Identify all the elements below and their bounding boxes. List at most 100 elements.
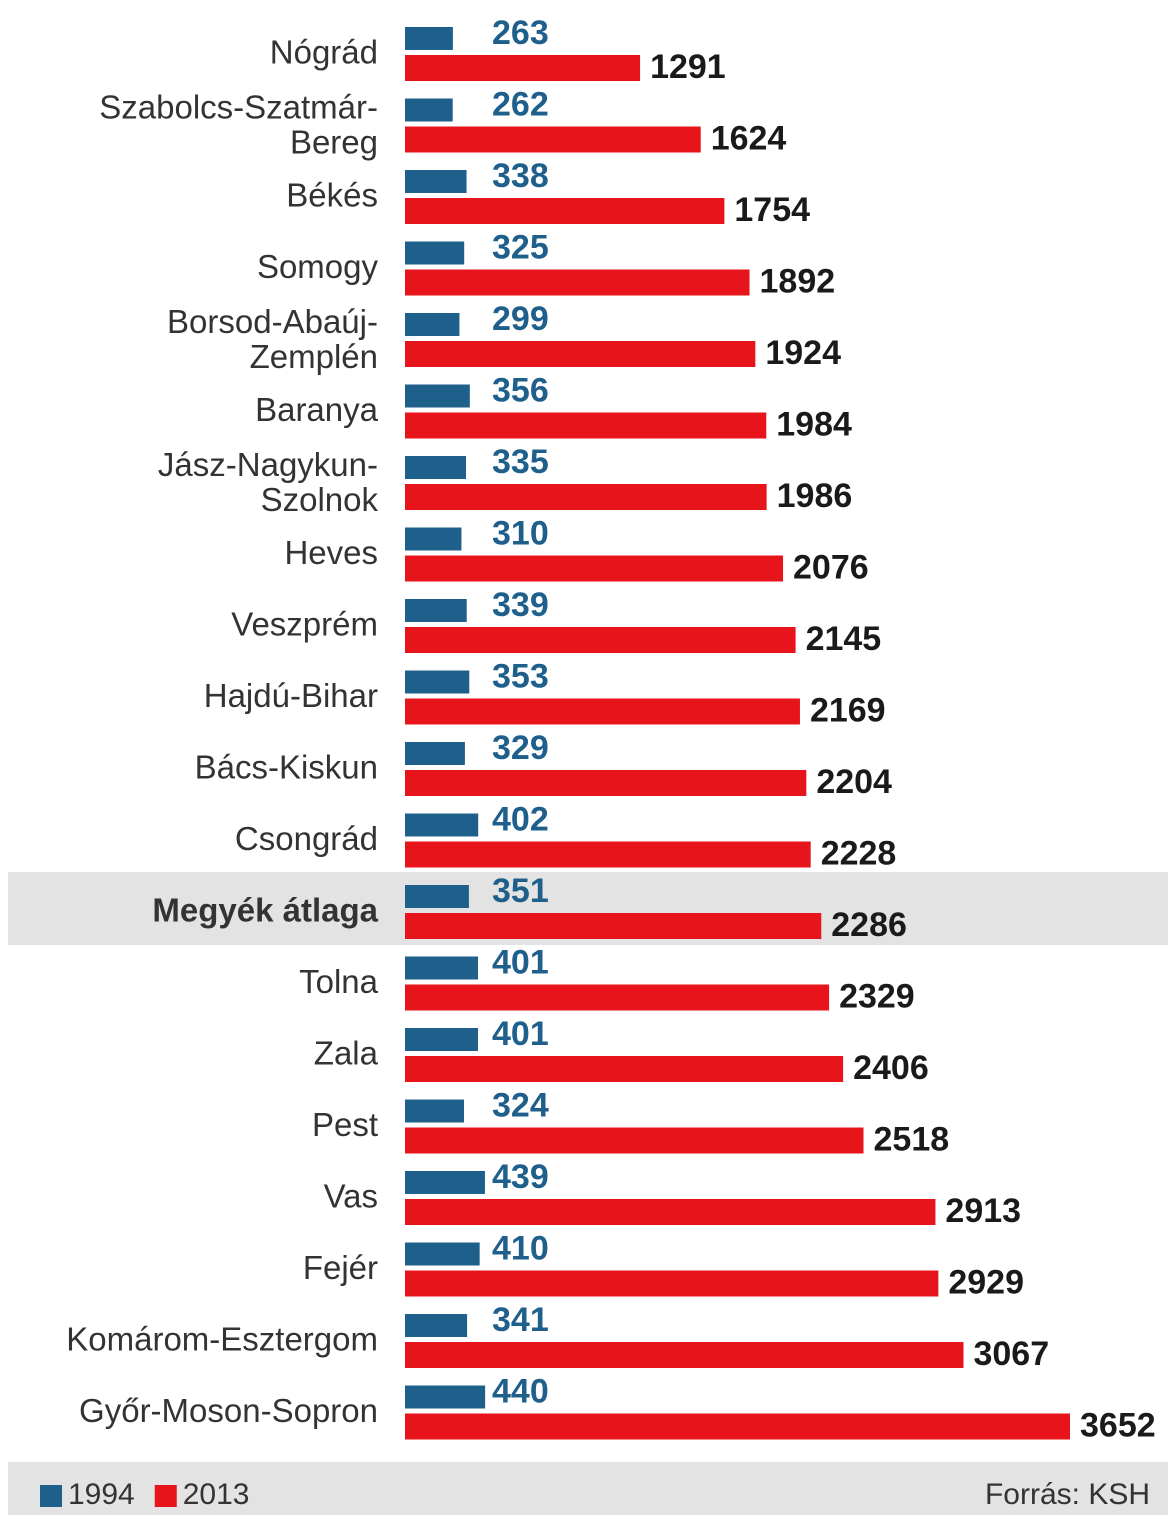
category-label: Szabolcs-Szatmár-Bereg	[99, 88, 378, 160]
bar	[405, 98, 453, 122]
bar	[405, 913, 822, 939]
value-label: 440	[492, 1372, 549, 1410]
value-label: 335	[492, 443, 549, 481]
bar	[405, 599, 467, 622]
value-label: 353	[492, 657, 549, 695]
value-label: 1924	[765, 334, 841, 372]
category-label: Hajdú-Bihar	[204, 677, 378, 714]
bar	[405, 885, 469, 908]
bar	[405, 313, 460, 336]
value-label: 2329	[839, 977, 915, 1015]
value-label: 324	[492, 1086, 549, 1124]
bar	[405, 1127, 864, 1154]
bar	[405, 742, 465, 765]
bar	[405, 126, 701, 153]
bar	[405, 170, 467, 193]
bar	[405, 1099, 464, 1123]
value-label: 1986	[777, 477, 853, 515]
category-label: Békés	[286, 177, 378, 214]
value-label: 299	[492, 300, 549, 338]
category-line: Szolnok	[261, 481, 379, 518]
value-label: 2145	[806, 620, 882, 658]
category-label: Megyék átlaga	[152, 892, 378, 929]
bar	[405, 1314, 468, 1337]
bar	[405, 770, 807, 796]
bar	[405, 269, 750, 296]
category-label: Jász-Nagykun-Szolnok	[158, 446, 379, 518]
category-label: Veszprém	[231, 606, 378, 643]
value-label: 2929	[948, 1263, 1024, 1301]
category-line: Jász-Nagykun-	[158, 446, 378, 483]
value-label: 2286	[831, 906, 907, 944]
category-label: Komárom-Esztergom	[66, 1321, 378, 1358]
value-label: 2518	[874, 1120, 950, 1158]
category-label: Tolna	[299, 963, 379, 1000]
value-label: 401	[492, 1015, 549, 1053]
bar	[405, 341, 756, 367]
category-line: Borsod-Abaúj-	[167, 303, 378, 340]
bar	[405, 55, 641, 81]
category-line: Zemplén	[250, 338, 378, 375]
category-label: Zala	[314, 1035, 379, 1072]
category-label: Pest	[312, 1106, 378, 1143]
source: Forrás: KSH	[985, 1478, 1150, 1511]
bar	[405, 198, 725, 224]
value-label: 263	[492, 14, 549, 52]
value-label: 401	[492, 943, 549, 981]
category-label: Fejér	[303, 1249, 378, 1286]
bar	[405, 27, 453, 50]
legend-swatch	[40, 1485, 62, 1507]
value-label: 2204	[816, 763, 892, 801]
value-label: 310	[492, 514, 549, 552]
bar	[405, 670, 470, 694]
category-label: Baranya	[255, 391, 379, 428]
bar	[405, 627, 796, 653]
value-label: 1892	[760, 262, 836, 300]
bar	[405, 1413, 1070, 1440]
bar	[405, 1242, 480, 1266]
bar	[405, 698, 800, 725]
value-label: 439	[492, 1158, 549, 1196]
value-label: 356	[492, 371, 549, 409]
category-label: Győr-Moson-Sopron	[79, 1392, 378, 1429]
value-label: 410	[492, 1229, 549, 1267]
value-label: 351	[492, 872, 549, 910]
category-label: Vas	[324, 1178, 378, 1215]
value-label: 1291	[650, 48, 726, 86]
footer-band	[8, 1462, 1168, 1515]
category-label: Nógrád	[270, 34, 378, 71]
value-label: 2169	[810, 691, 886, 729]
value-label: 3067	[973, 1335, 1049, 1373]
category-line: Bereg	[290, 123, 378, 160]
bar	[405, 412, 767, 439]
bar	[405, 484, 767, 510]
value-label: 329	[492, 729, 549, 767]
value-label: 2076	[793, 548, 869, 586]
bar	[405, 555, 784, 582]
category-label: Bács-Kiskun	[195, 749, 378, 786]
legend-swatch	[154, 1485, 177, 1507]
bar	[405, 1199, 936, 1225]
value-label: 325	[492, 228, 549, 266]
value-label: 338	[492, 157, 549, 195]
category-label: Heves	[284, 534, 378, 571]
value-label: 1624	[711, 119, 787, 157]
legend-label: 1994	[68, 1478, 135, 1511]
bar	[405, 984, 830, 1011]
bar	[405, 1385, 486, 1409]
bar	[405, 527, 462, 551]
value-label: 2228	[821, 834, 897, 872]
value-label: 3652	[1080, 1406, 1156, 1444]
bar	[405, 241, 465, 265]
bar	[405, 384, 470, 408]
bar	[405, 841, 811, 868]
category-label: Borsod-Abaúj-Zemplén	[167, 303, 378, 375]
value-label: 2406	[853, 1049, 929, 1087]
category-line: Szabolcs-Szatmár-	[99, 88, 378, 125]
bar	[405, 1270, 939, 1297]
value-label: 1984	[776, 405, 852, 443]
bar	[405, 1171, 485, 1194]
legend-label: 2013	[183, 1478, 250, 1511]
